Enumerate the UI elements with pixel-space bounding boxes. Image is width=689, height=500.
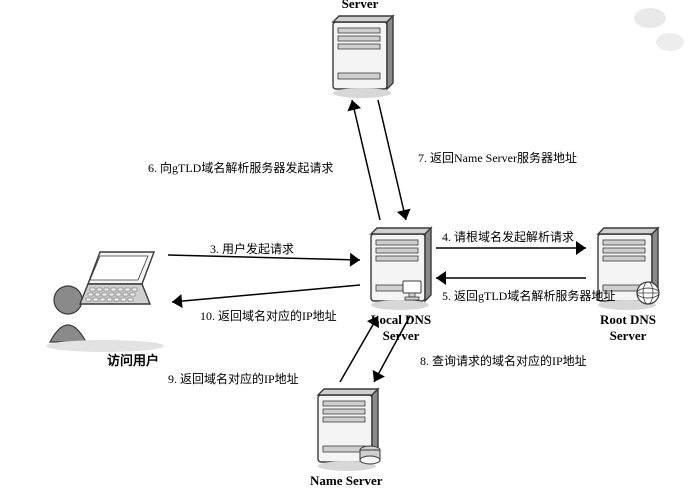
edge-label-e10: 10. 返回域名对应的IP地址 [200, 307, 337, 324]
node-nameserver [318, 389, 380, 471]
node-gtld [333, 16, 393, 98]
svg-layer [0, 0, 689, 500]
edge-label-e6: 6. 向gTLD域名解析服务器发起请求 [148, 159, 333, 176]
edge-label-e3: 3. 用户发起请求 [210, 240, 294, 257]
edge-label-e4: 4. 请根域名发起解析请求 [442, 228, 574, 245]
edge-label-e9: 9. 返回域名对应的IP地址 [168, 370, 299, 387]
node-label-gtld: gTLD Server [325, 0, 395, 12]
edge-label-e8: 8. 查询请求的域名对应的IP地址 [420, 352, 587, 369]
edge-label-e5: 5. 返回gTLD域名解析服务器地址 [442, 287, 615, 304]
node-label-local: Local DNS Server [366, 312, 436, 344]
node-label-root: Root DNS Server [593, 312, 663, 344]
node-local [371, 228, 431, 310]
node-label-nameserver: Name Server [310, 473, 380, 489]
node-label-user: 访问用户 [68, 350, 198, 369]
diagram-stage: gTLD Server Local DNS Server Root DNS Serv… [0, 0, 689, 500]
edge-label-e7: 7. 返回Name Server服务器地址 [418, 149, 577, 166]
node-user [46, 252, 164, 352]
